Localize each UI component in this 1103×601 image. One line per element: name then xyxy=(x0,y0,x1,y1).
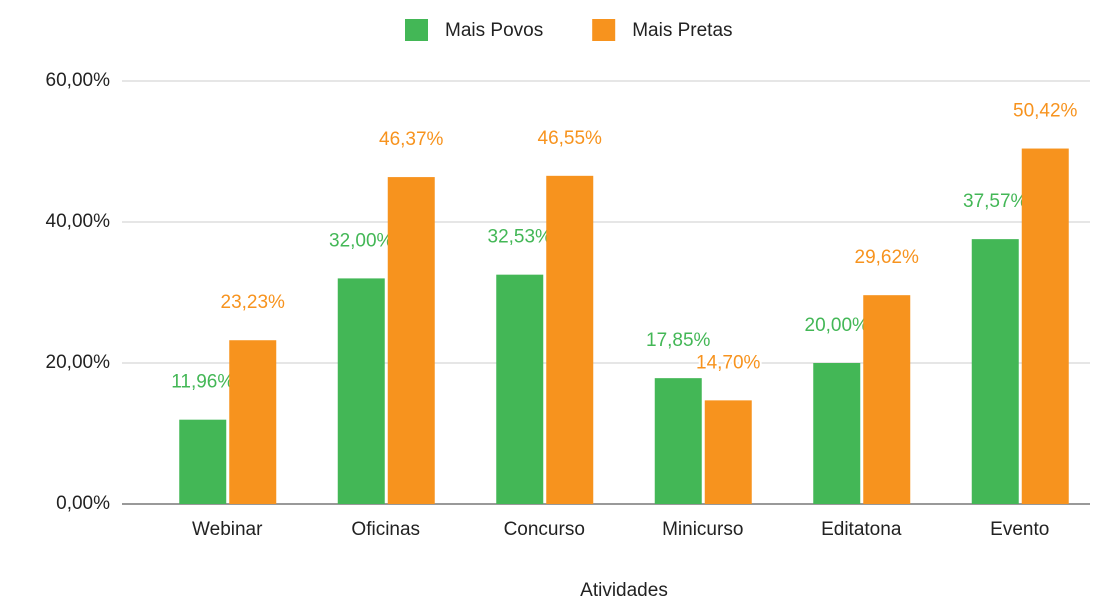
value-label: 23,23% xyxy=(221,292,286,313)
bar xyxy=(179,419,227,504)
value-label: 11,96% xyxy=(171,372,234,393)
bar xyxy=(387,177,435,505)
legend-swatch xyxy=(592,19,616,41)
value-label: 20,00% xyxy=(805,315,870,336)
value-label: 17,85% xyxy=(646,330,711,351)
bar xyxy=(654,378,702,504)
value-label: 14,70% xyxy=(696,352,761,373)
x-tick-label: Minicurso xyxy=(662,519,743,540)
bar xyxy=(863,295,911,504)
bar xyxy=(546,175,594,504)
bar xyxy=(813,363,861,504)
legend-label: Mais Pretas xyxy=(632,20,732,41)
bar xyxy=(337,278,385,504)
bar xyxy=(496,274,544,504)
x-tick-label: Webinar xyxy=(192,519,263,540)
x-tick-label: Evento xyxy=(990,519,1049,540)
x-axis-label: Atividades xyxy=(580,580,668,601)
bar xyxy=(704,400,752,504)
legend-label: Mais Povos xyxy=(445,20,543,41)
value-label: 32,00% xyxy=(329,230,394,251)
x-tick-label: Editatona xyxy=(821,519,902,540)
x-tick-label: Concurso xyxy=(504,519,585,540)
y-tick-label: 60,00% xyxy=(46,70,111,91)
bar xyxy=(1021,148,1069,504)
y-tick-label: 0,00% xyxy=(56,493,110,514)
legend-swatch xyxy=(405,19,428,41)
bar xyxy=(971,239,1019,504)
y-tick-label: 40,00% xyxy=(46,211,111,232)
value-label: 37,57% xyxy=(963,191,1028,212)
value-label: 50,42% xyxy=(1013,101,1078,122)
y-tick-label: 20,00% xyxy=(46,352,111,373)
x-tick-label: Oficinas xyxy=(351,519,420,540)
bar xyxy=(229,340,277,504)
value-label: 29,62% xyxy=(855,247,920,268)
value-label: 32,53% xyxy=(488,227,553,248)
value-label: 46,37% xyxy=(379,129,444,150)
value-label: 46,55% xyxy=(538,128,603,149)
